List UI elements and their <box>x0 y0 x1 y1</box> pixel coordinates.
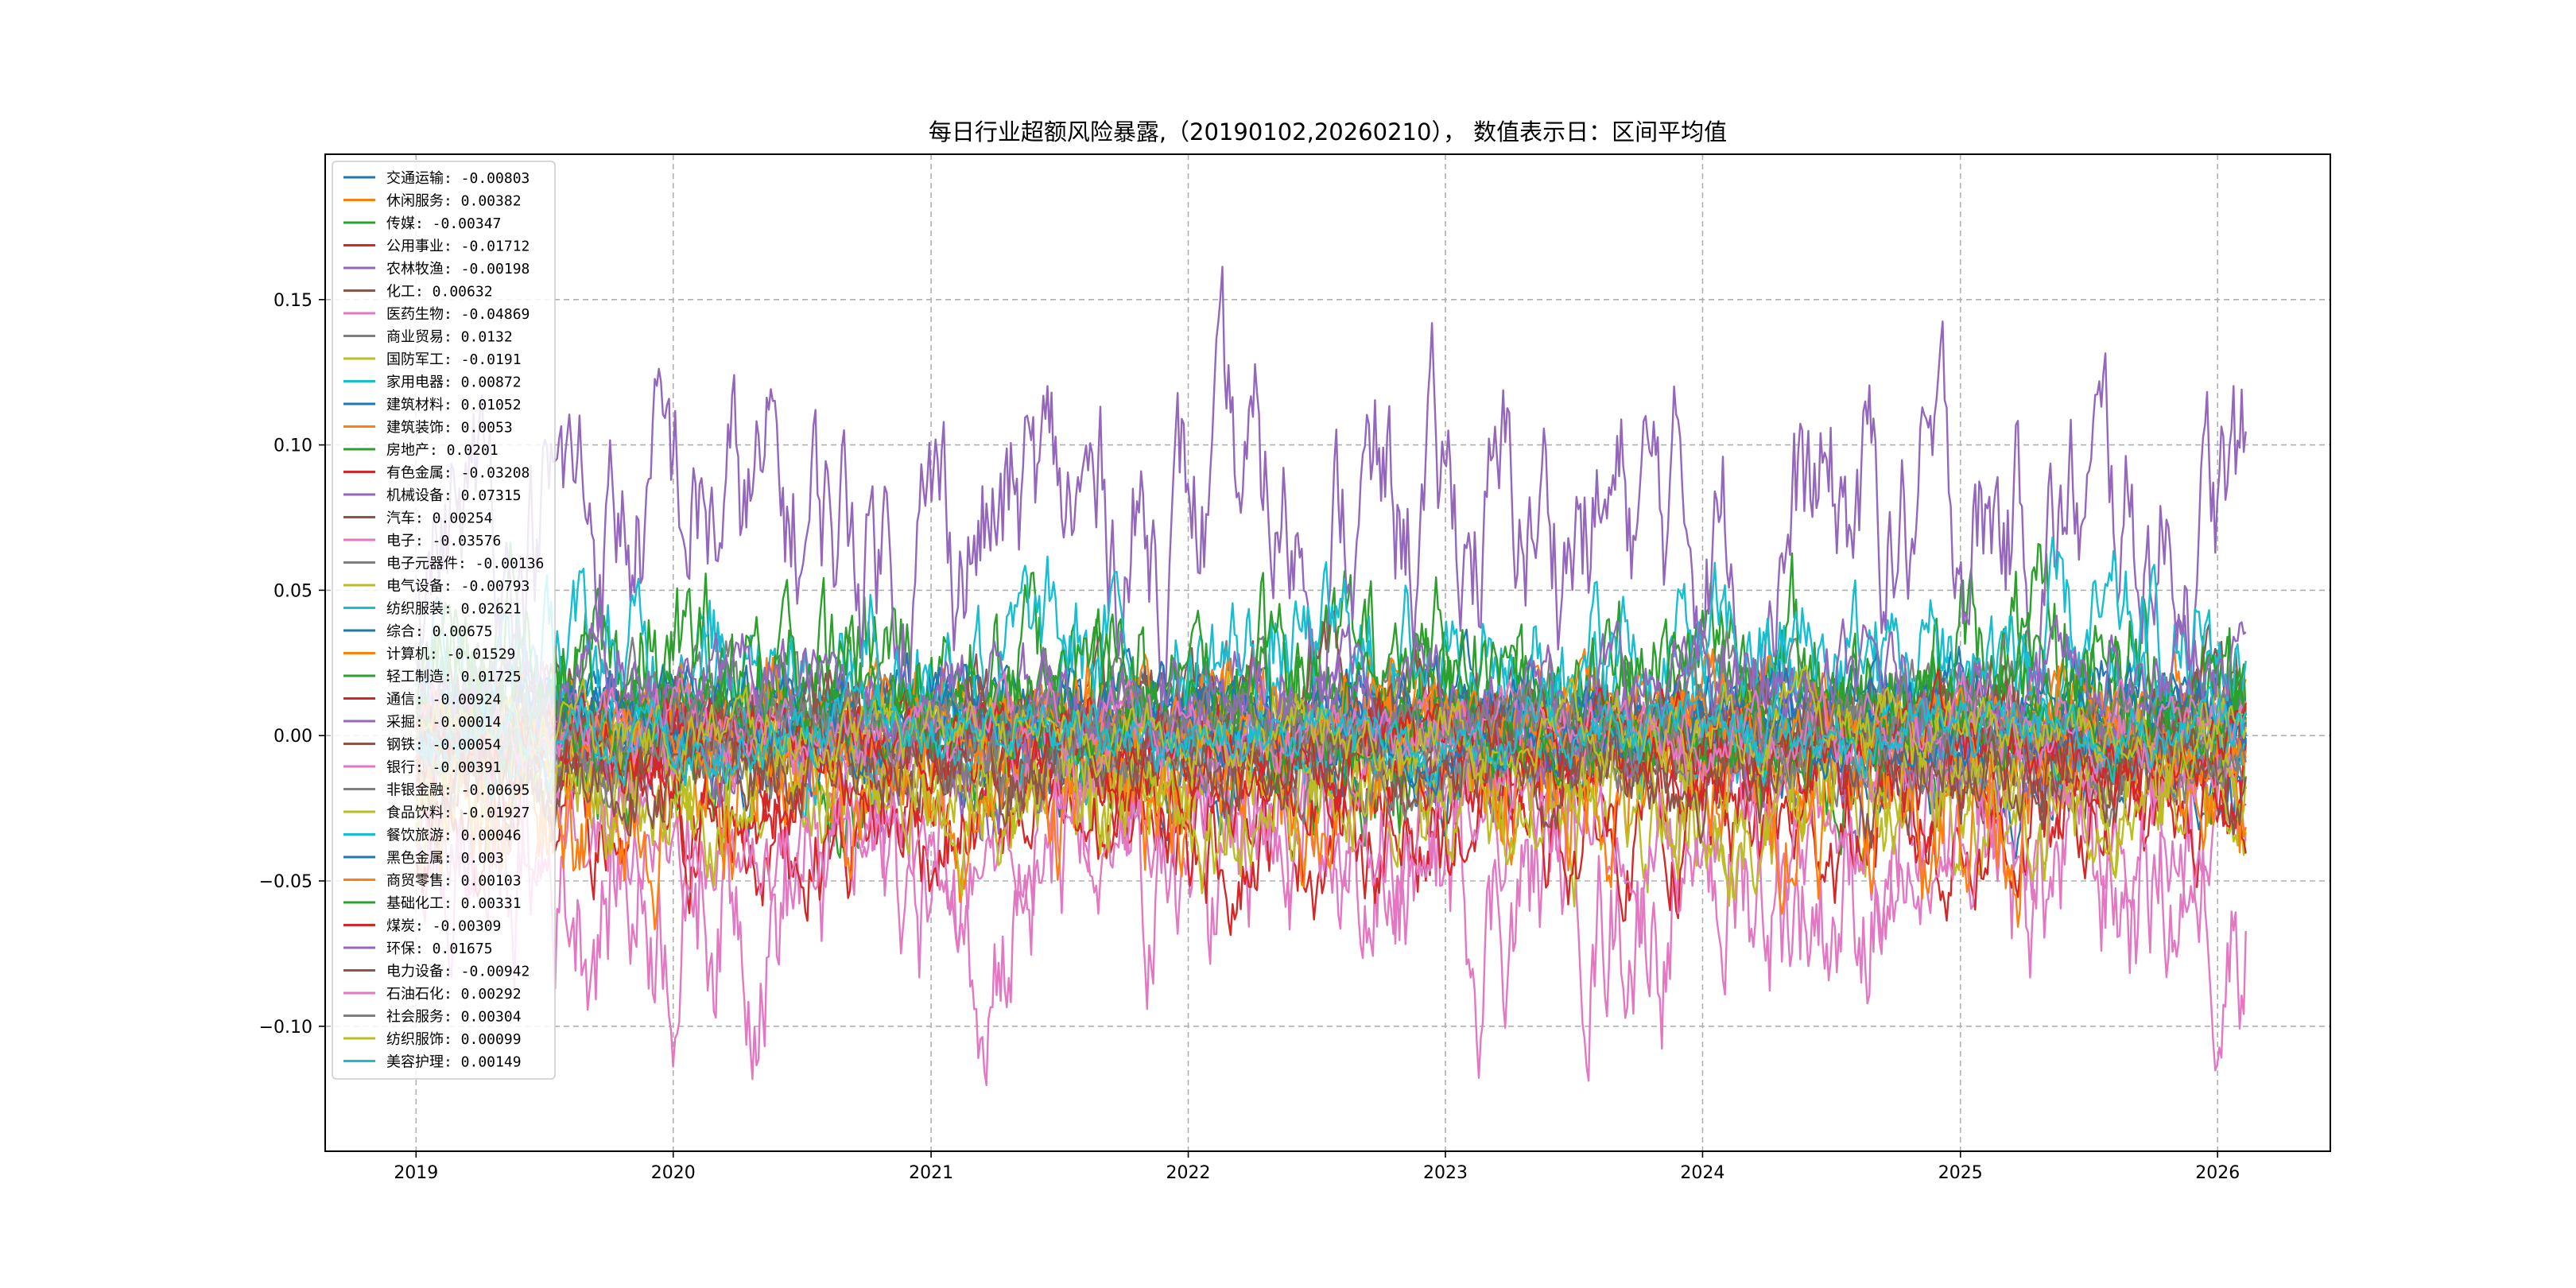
legend-label: 传媒: -0.00347 <box>386 215 501 232</box>
y-tick-label: −0.10 <box>259 1018 312 1038</box>
x-tick-label: 2021 <box>909 1163 953 1183</box>
legend-label: 通信: -0.00924 <box>386 692 501 708</box>
legend-label: 医药生物: -0.04869 <box>386 306 530 323</box>
series-line-21 <box>416 653 2247 931</box>
legend-label: 电力设备: -0.00942 <box>386 964 530 980</box>
chart-title: 每日行业超额风险暴露,（20190102,20260210）， 数值表示日：区间… <box>929 118 1727 145</box>
series-line-34 <box>416 615 2247 766</box>
x-tick-label: 2023 <box>1423 1163 1468 1183</box>
series-line-19 <box>416 536 2247 801</box>
axes-frame <box>324 153 2331 1152</box>
legend-label: 采掘: -0.00014 <box>386 714 501 731</box>
legend-label: 机械设备: 0.07315 <box>386 487 522 504</box>
y-tick-label: 0.00 <box>274 727 312 747</box>
legend-label: 农林牧渔: -0.00198 <box>386 261 530 277</box>
legend-label: 有色金属: -0.03208 <box>386 465 530 482</box>
legend-label: 银行: -0.00391 <box>386 759 501 776</box>
legend-label: 黑色金属: 0.003 <box>386 850 504 867</box>
legend-label: 建筑材料: 0.01052 <box>386 397 522 413</box>
series-line-39 <box>416 671 2247 793</box>
legend-label: 煤炭: -0.00309 <box>386 918 501 935</box>
legend-label: 石油石化: 0.00292 <box>386 986 522 1003</box>
legend-label: 交通运输: -0.00803 <box>386 170 530 187</box>
legend-label: 非银金融: -0.00695 <box>386 782 530 799</box>
y-tick-label: 0.05 <box>274 581 312 601</box>
series-line-37 <box>416 657 2247 789</box>
legend-label: 国防军工: -0.0191 <box>386 351 522 368</box>
legend-label: 商业贸易: 0.0132 <box>386 329 513 346</box>
x-tick-label: 2025 <box>1938 1163 1983 1183</box>
legend-label: 环保: 0.01675 <box>386 941 493 957</box>
legend-label: 房地产: 0.0201 <box>386 442 499 459</box>
legend-label: 化工: 0.00632 <box>386 284 493 301</box>
legend-label: 休闲服务: 0.00382 <box>386 193 522 210</box>
legend-label: 计算机: -0.01529 <box>386 646 515 663</box>
tick-layer: 2019 2020 2021 2022 2023 2024 2025 2026 0.15 0.10… <box>259 291 2240 1183</box>
y-tick-label: −0.05 <box>259 872 312 892</box>
legend-label: 建筑装饰: 0.0053 <box>386 420 513 436</box>
legend-label: 商贸零售: 0.00103 <box>386 873 522 890</box>
series-line-14 <box>416 266 2247 755</box>
legend-label: 公用事业: -0.01712 <box>386 239 530 255</box>
legend-label: 电子: -0.03576 <box>386 533 501 549</box>
legend-label: 基础化工: 0.00331 <box>386 895 522 912</box>
legend-label: 轻工制造: 0.01725 <box>386 669 522 685</box>
x-tick-label: 2019 <box>394 1163 438 1183</box>
legend-label: 电气设备: -0.00793 <box>386 578 530 595</box>
legend-box <box>332 161 556 1080</box>
x-tick-label: 2022 <box>1166 1163 1211 1183</box>
legend-label: 纺织服装: 0.02621 <box>386 601 522 618</box>
series-line-30 <box>416 674 2247 796</box>
series-layer <box>416 266 2247 1087</box>
legend-label: 社会服务: 0.00304 <box>386 1009 522 1026</box>
legend: 交通运输: -0.00803 休闲服务: 0.00382 传媒: -0.00347 公… <box>332 161 556 1080</box>
x-tick-label: 2024 <box>1680 1163 1724 1183</box>
legend-label: 钢铁: -0.00054 <box>386 737 501 754</box>
series-line-28 <box>416 685 2247 897</box>
legend-label: 电子元器件: -0.00136 <box>386 556 544 572</box>
legend-label: 纺织服饰: 0.00099 <box>386 1031 522 1048</box>
x-tick-label: 2026 <box>2195 1163 2240 1183</box>
legend-label: 食品饮料: -0.01927 <box>386 805 530 821</box>
y-tick-label: 0.15 <box>274 291 312 311</box>
legend-label: 餐饮旅游: 0.00046 <box>386 828 522 844</box>
legend-label: 美容护理: 0.00149 <box>386 1054 522 1071</box>
y-tick-label: 0.10 <box>274 436 312 456</box>
legend-label: 汽车: 0.00254 <box>386 510 493 527</box>
legend-label: 家用电器: 0.00872 <box>386 374 522 391</box>
legend-label: 综合: 0.00675 <box>386 623 493 640</box>
x-tick-label: 2020 <box>651 1163 696 1183</box>
